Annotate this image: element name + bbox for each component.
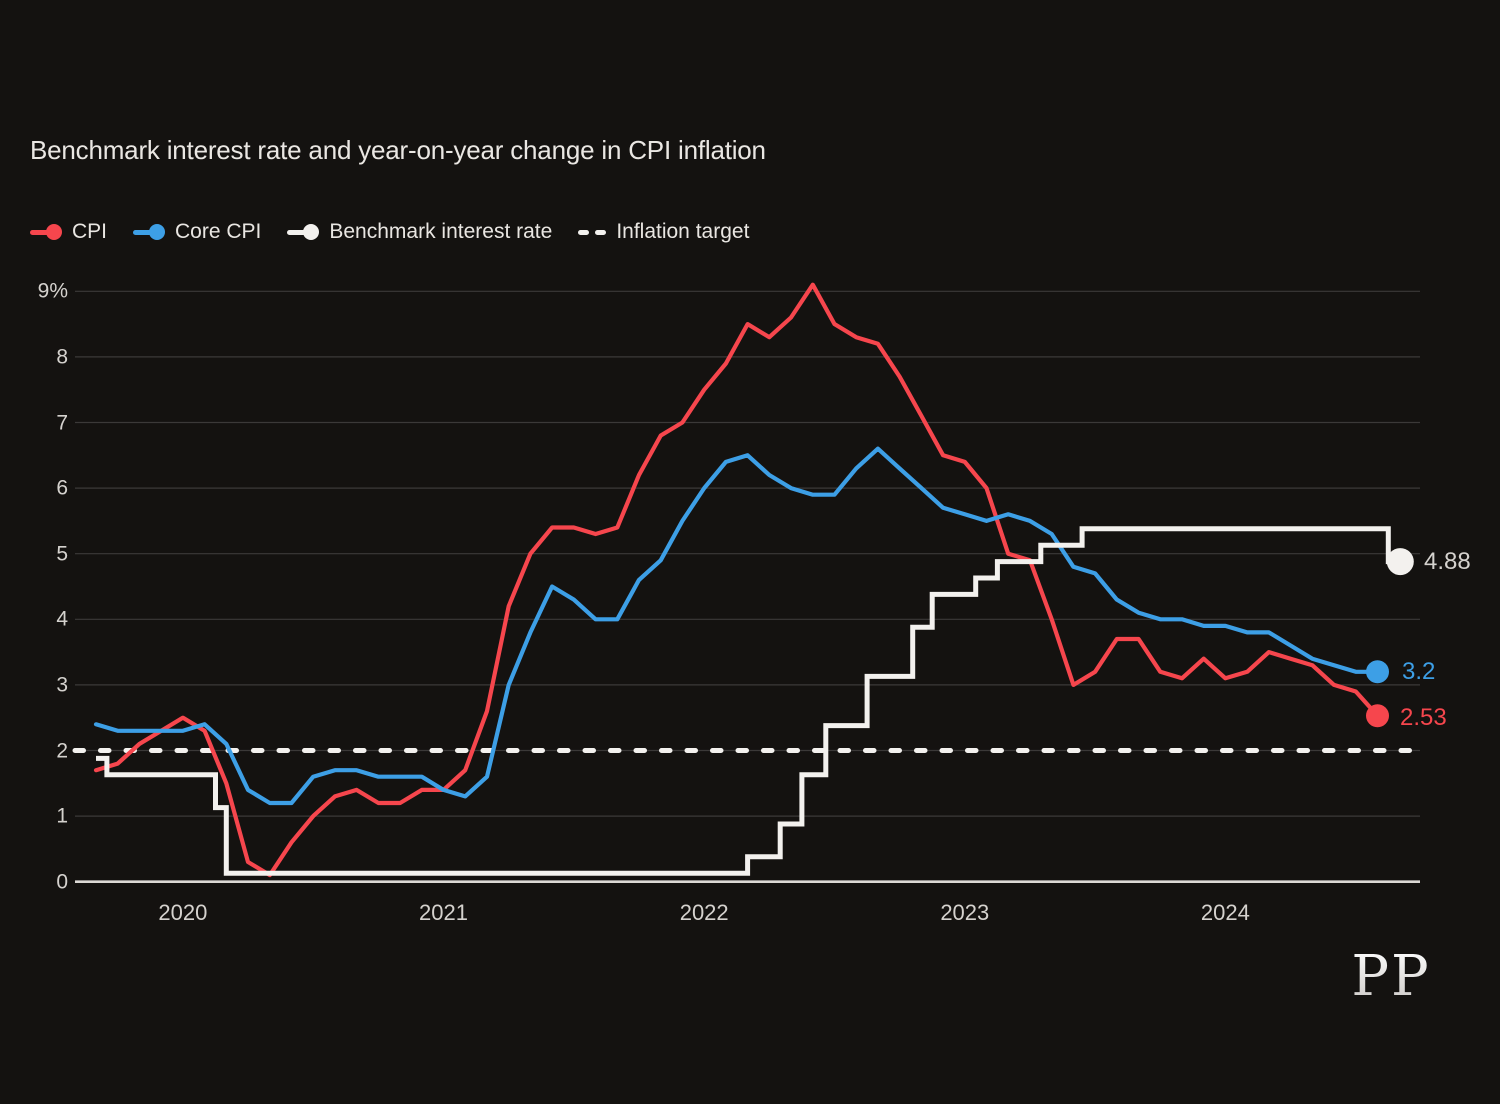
x-tick-label: 2020	[158, 900, 208, 925]
legend-item-cpi[interactable]: CPI	[30, 220, 107, 244]
cpi-line	[93, 282, 1380, 878]
x-tick-label: 2022	[679, 900, 729, 925]
core-cpi-line	[93, 446, 1380, 806]
legend-item-benchmark[interactable]: Benchmark interest rate	[287, 220, 552, 244]
chart-title: Benchmark interest rate and year-on-year…	[30, 135, 766, 165]
legend-label-inflation-target: Inflation target	[616, 220, 750, 243]
publisher-logo: PP	[1348, 946, 1434, 1008]
y-tick-label: 5	[56, 542, 68, 566]
x-tick-label: 2023	[940, 900, 990, 925]
y-tick-label: 4	[56, 607, 68, 631]
y-tick-label: 8	[56, 345, 68, 369]
core-cpi-line-dot-icon	[133, 224, 166, 240]
end-label-core-cpi: 3.2	[1402, 658, 1436, 685]
end-label-benchmark: 4.88	[1424, 548, 1471, 575]
y-tick-label: 0	[56, 870, 68, 894]
legend: CPI Core CPI Benchmark interest rate Inf…	[30, 220, 749, 244]
legend-item-core-cpi[interactable]: Core CPI	[133, 220, 261, 244]
x-tick-label: 2021	[419, 900, 468, 925]
inflation-target-dashes-icon	[578, 224, 607, 240]
y-tick-label: 3	[56, 673, 68, 697]
cpi-line-dot-icon	[30, 224, 62, 240]
y-tick-label: 1	[56, 804, 68, 828]
benchmark-line-dot-icon	[287, 224, 320, 240]
y-tick-label: 9%	[37, 279, 68, 303]
legend-item-inflation-target[interactable]: Inflation target	[578, 220, 749, 244]
y-tick-label: 7	[56, 411, 68, 434]
cpi-end-dot	[1366, 704, 1389, 728]
y-tick-label: 6	[56, 476, 68, 500]
end-label-cpi: 2.53	[1400, 704, 1447, 731]
y-tick-label: 2	[56, 739, 68, 762]
benchmark-interest-rate-line	[96, 526, 1401, 876]
x-tick-label: 2024	[1200, 900, 1250, 925]
benchmark-end-dot	[1386, 548, 1414, 576]
legend-label-benchmark: Benchmark interest rate	[329, 220, 553, 243]
legend-label-cpi: CPI	[72, 220, 108, 243]
core-cpi-end-dot	[1366, 660, 1389, 684]
legend-label-core-cpi: Core CPI	[175, 220, 262, 243]
